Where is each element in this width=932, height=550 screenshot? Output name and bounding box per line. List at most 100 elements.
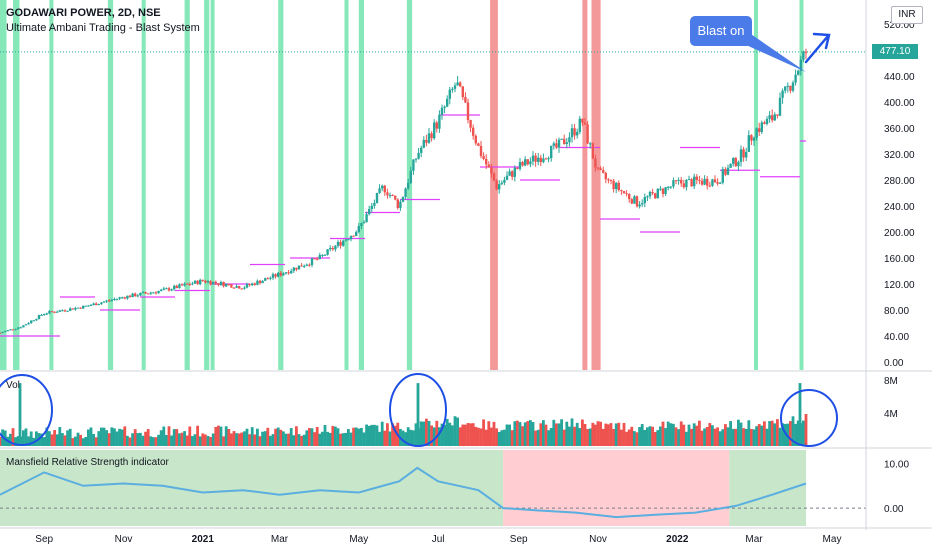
candle-body — [409, 170, 412, 183]
candle-body — [716, 182, 719, 184]
candle-body — [739, 149, 743, 162]
volume-bar — [487, 421, 491, 446]
volume-bar — [755, 426, 758, 446]
volume-bar — [471, 423, 475, 446]
rs-pane: 0.00 10.00 — [0, 450, 909, 526]
pane-frames — [0, 0, 932, 530]
candle-body — [274, 274, 277, 277]
candle-body — [14, 328, 17, 330]
volume-bar — [469, 423, 472, 446]
candle-body — [799, 59, 802, 71]
volume-bar — [146, 429, 150, 446]
candle-body — [534, 155, 537, 162]
candle-body — [251, 283, 254, 286]
candle-body — [37, 315, 41, 320]
candle-body — [66, 310, 69, 312]
volume-bar — [27, 436, 30, 446]
candle-body — [219, 282, 223, 285]
time-tick-label: Nov — [589, 534, 607, 545]
candle-body — [630, 199, 633, 204]
volume-bar — [601, 428, 605, 446]
price-tick-label: 360.00 — [884, 124, 915, 135]
volume-bar — [287, 433, 290, 446]
candle-body — [682, 183, 685, 188]
volume-bar — [711, 425, 714, 446]
volume-bar — [635, 432, 639, 446]
candle-body — [295, 267, 298, 270]
volume-bar — [432, 427, 436, 446]
candle-body — [570, 128, 574, 138]
volume-bar — [22, 430, 25, 446]
candle-body — [700, 180, 704, 185]
volume-bar — [375, 425, 379, 446]
volume-bar — [456, 417, 459, 446]
volume-bar — [700, 430, 704, 446]
green-signal-band — [344, 0, 349, 370]
green-signal-band — [49, 0, 54, 370]
volume-bar — [435, 420, 439, 446]
candle-body — [641, 203, 644, 205]
blast-on-callout[interactable]: Blast on — [690, 16, 752, 46]
volume-bar — [669, 423, 673, 446]
volume-bar — [609, 423, 613, 446]
volume-bar — [373, 424, 376, 446]
volume-bar — [404, 432, 407, 446]
candle-body — [157, 290, 160, 294]
candle-body — [24, 324, 28, 326]
candle-body — [576, 131, 579, 136]
candle-body — [82, 305, 85, 309]
candle-body — [430, 133, 433, 139]
candle-body — [56, 311, 59, 313]
candle-body — [469, 120, 472, 128]
volume-bar — [344, 432, 348, 446]
candle-body — [503, 179, 506, 183]
volume-bar — [568, 426, 571, 446]
volume-bar — [300, 435, 303, 446]
volume-bar — [560, 419, 563, 446]
time-tick-label: May — [349, 534, 368, 545]
candle-body — [123, 297, 126, 299]
volume-bar — [643, 429, 647, 446]
volume-bar — [209, 436, 212, 446]
rs-line — [0, 466, 807, 519]
candle-body — [412, 159, 415, 171]
candle-body — [113, 299, 116, 301]
candle-body — [596, 167, 600, 169]
candle-body — [490, 167, 493, 174]
candle-body — [256, 280, 259, 285]
volume-bar — [677, 429, 680, 446]
candle-body — [0, 332, 2, 334]
volume-bar — [250, 427, 254, 446]
volume-bar — [87, 429, 90, 446]
volume-bar — [718, 431, 722, 446]
volume-bar — [391, 423, 394, 446]
candle-body — [529, 161, 532, 165]
volume-bar — [63, 435, 67, 446]
volume-bar — [328, 433, 332, 446]
candle-body — [63, 310, 67, 312]
volume-bar — [464, 424, 467, 446]
candle-body — [594, 158, 597, 168]
volume-bar — [726, 427, 730, 446]
candle-body — [544, 158, 548, 160]
green-signal-band — [141, 0, 146, 370]
volume-bar — [640, 424, 644, 446]
green-signal-band — [406, 0, 413, 370]
volume-bar — [742, 428, 745, 446]
currency-button[interactable]: INR — [891, 6, 923, 24]
candle-body — [622, 191, 626, 194]
candle-body — [794, 74, 797, 83]
candle-body — [482, 155, 485, 159]
time-tick-label: Mar — [271, 534, 289, 545]
green-signal-band — [278, 0, 284, 370]
volume-bar — [492, 421, 496, 446]
volume-bar — [362, 432, 366, 446]
candle-body — [352, 235, 355, 237]
volume-bar — [557, 423, 561, 446]
candle-body — [102, 301, 106, 303]
candle-body — [542, 158, 545, 163]
volume-bar — [445, 418, 449, 446]
volume-bar — [336, 428, 340, 446]
candle-body — [58, 310, 61, 312]
volume-bar — [581, 419, 584, 446]
